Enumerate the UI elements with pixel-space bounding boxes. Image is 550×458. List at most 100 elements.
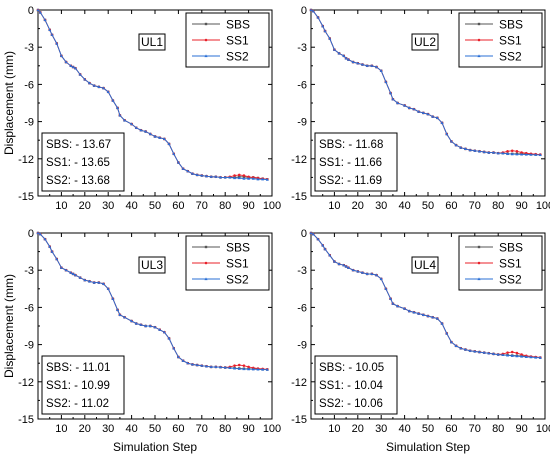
data-point-ss2 — [524, 355, 528, 358]
x-axis-label: Simulation Step — [113, 440, 197, 454]
legend-marker-ss2 — [204, 54, 208, 58]
data-point-ss2 — [309, 8, 313, 12]
data-point-ss2 — [176, 355, 180, 359]
data-point-ss2 — [233, 366, 237, 370]
chart-panel-ul2: 0 -3 -6 -9 -12 -15 10 20 30 40 50 60 70 80 90 100 UL2 SBS… — [291, 5, 550, 212]
series-ss2 — [36, 8, 269, 181]
data-point-ss2 — [534, 355, 538, 359]
data-point-ss1 — [242, 364, 246, 367]
x-tick-label: 80 — [492, 423, 504, 435]
x-tick-label: 40 — [125, 200, 137, 212]
data-point-ss1 — [233, 174, 236, 177]
panel-label-text: UL2 — [414, 35, 436, 49]
data-point-ss2 — [529, 355, 533, 359]
data-point-ss2 — [130, 319, 134, 323]
data-point-ss2 — [391, 97, 395, 101]
data-point-ss2 — [323, 247, 327, 251]
legend-label-ss1: SS1 — [499, 34, 522, 48]
data-point-ss2 — [148, 132, 152, 136]
data-point-ss2 — [538, 153, 542, 157]
x-tick-label: 60 — [445, 200, 457, 212]
data-point-ss2 — [379, 277, 383, 280]
data-point-ss2 — [261, 177, 265, 181]
legend: SBS SS1 SS2 — [458, 235, 543, 291]
data-point-ss2 — [375, 273, 379, 277]
x-tick-label: 70 — [469, 200, 481, 212]
panel-label: UL4 — [411, 256, 439, 274]
data-point-ss2 — [407, 309, 411, 313]
data-point-ss2 — [407, 106, 411, 110]
data-point-ss2 — [158, 136, 162, 139]
y-tick-label: -12 — [291, 154, 307, 166]
data-point-ss2 — [223, 175, 227, 179]
data-point-ss2 — [412, 310, 416, 314]
data-point-ss2 — [106, 287, 110, 290]
series-ss2 — [309, 8, 542, 157]
data-point-ss2 — [55, 257, 59, 261]
data-point-ss2 — [111, 98, 115, 102]
data-point-ss2 — [389, 297, 393, 300]
data-point-ss2 — [116, 106, 120, 110]
x-tick-label: 10 — [328, 200, 340, 212]
y-tick-label: -6 — [24, 302, 34, 314]
data-point-ss2 — [256, 367, 260, 371]
x-tick-label: 20 — [352, 200, 364, 212]
data-point-ss2 — [431, 315, 435, 319]
data-point-ss2 — [346, 58, 350, 61]
data-point-ss2 — [261, 367, 265, 371]
data-point-ss2 — [167, 142, 171, 146]
data-point-ss2 — [421, 313, 425, 316]
annotation-line: SBS: - 13.67 — [46, 139, 111, 151]
data-point-ss2 — [134, 126, 138, 129]
data-point-ss2 — [223, 365, 227, 369]
y-tick-label: 0 — [28, 228, 34, 240]
data-point-ss2 — [426, 112, 430, 116]
data-point-ss2 — [496, 352, 500, 356]
data-point-ss2 — [496, 151, 500, 155]
data-point-ss2 — [97, 281, 101, 284]
legend-marker-ss1 — [477, 38, 481, 42]
data-point-ss2 — [48, 28, 52, 31]
data-point-ss2 — [501, 353, 505, 356]
data-point-ss2 — [190, 172, 194, 175]
data-point-ss2 — [332, 259, 336, 263]
x-tick-label: 60 — [172, 423, 184, 435]
data-point-ss2 — [344, 56, 348, 60]
data-point-ss2 — [123, 315, 127, 319]
data-point-ss2 — [403, 307, 407, 310]
series-line-ss2 — [310, 9, 541, 156]
x-tick-label: 10 — [55, 200, 67, 212]
data-point-ss2 — [78, 72, 82, 76]
data-point-ss2 — [64, 268, 68, 272]
data-point-ss2 — [365, 272, 369, 276]
data-point-ss2 — [463, 347, 467, 351]
data-point-ss2 — [71, 65, 75, 69]
y-axis-label: Displacement (mm) — [2, 51, 16, 155]
data-point-ss2 — [265, 178, 269, 181]
x-tick-label: 90 — [242, 200, 254, 212]
annotation-line: SS1: - 11.66 — [319, 157, 382, 169]
data-point-ss2 — [396, 101, 400, 105]
annotation-line: SS1: - 10.99 — [46, 380, 110, 392]
annotation-line: SS2: - 11.69 — [319, 175, 382, 187]
data-point-ss2 — [59, 54, 63, 57]
data-point-ss2 — [510, 152, 514, 156]
x-tick-label: 40 — [398, 200, 410, 212]
data-point-ss2 — [431, 115, 435, 118]
data-point-ss2 — [492, 352, 496, 355]
data-point-ss2 — [130, 122, 134, 126]
data-point-ss2 — [59, 266, 63, 269]
data-point-ss2 — [172, 152, 176, 155]
series-ss2 — [36, 231, 269, 371]
y-tick-label: -12 — [18, 154, 34, 166]
annotation-line: SS2: - 10.06 — [319, 398, 383, 410]
data-point-ss2 — [73, 66, 77, 70]
data-point-ss2 — [337, 51, 341, 55]
data-point-ss2 — [342, 54, 346, 57]
data-point-ss2 — [209, 175, 213, 178]
data-point-ss2 — [134, 321, 138, 325]
data-point-ss2 — [153, 134, 157, 138]
final-value-annotation: SBS: - 11.01 SS1: - 10.99 SS2: - 11.02 — [41, 355, 125, 415]
data-point-ss2 — [162, 330, 166, 334]
data-point-ss2 — [186, 169, 190, 173]
